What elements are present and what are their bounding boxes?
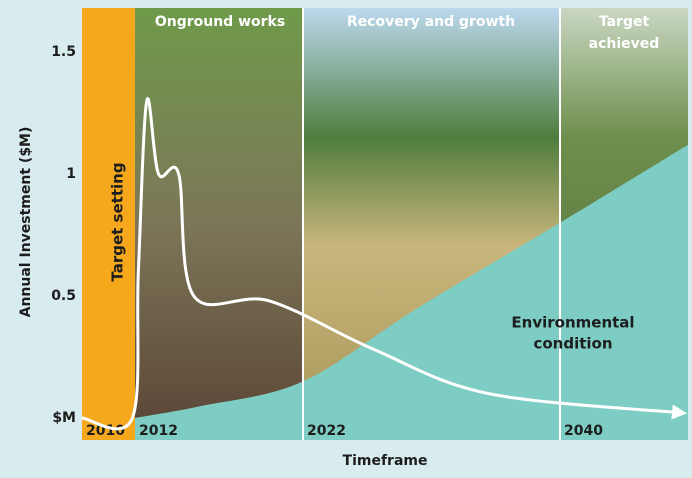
area-label: condition [533,335,612,353]
x-tick-label: 2012 [139,423,178,439]
y-tick-label: $M [52,410,76,426]
area-label: Environmental [511,314,634,332]
photo-panel [135,8,303,440]
stage-label: Target [599,14,650,30]
stage-label: Target setting [109,162,127,281]
y-axis-label: Annual Investment ($M) [18,127,34,318]
y-tick-label: 1.5 [51,44,76,60]
stage-label: achieved [589,36,660,52]
x-tick-label: 2022 [307,423,346,439]
y-tick-label: 1 [66,166,76,182]
x-tick-label: 2040 [564,423,603,439]
y-tick-label: 0.5 [51,288,76,304]
x-axis-label: Timeframe [343,453,428,469]
stage-label: Recovery and growth [347,14,515,30]
stage-label: Onground works [155,14,285,30]
chart: Onground works Recovery and growth Targe… [0,0,692,474]
